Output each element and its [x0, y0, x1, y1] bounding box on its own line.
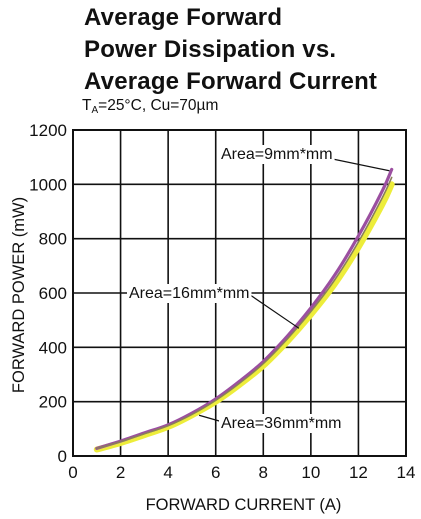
annotation-label-background: [127, 284, 252, 303]
x-tick-label: 2: [116, 463, 125, 482]
x-tick-label: 14: [397, 463, 416, 482]
x-tick-label: 4: [163, 463, 172, 482]
x-tick-label: 6: [211, 463, 220, 482]
annotation-label: Area=16mm*mm: [129, 285, 249, 302]
annotation-leader-line: [332, 158, 390, 172]
x-axis-label: FORWARD CURRENT (A): [146, 496, 342, 514]
plot-frame: [72, 129, 407, 457]
annotation-label: Area=36mm*mm: [221, 415, 341, 432]
series-line-0: [95, 167, 394, 450]
annotation-label-background: [219, 145, 335, 164]
y-tick-label: 1000: [29, 175, 67, 194]
x-tick-label: 10: [301, 463, 320, 482]
annotation-label-background: [219, 414, 344, 433]
y-axis-label: FORWARD POWER (mW): [10, 197, 28, 393]
series-line-2: [93, 181, 395, 453]
annotation-label: Area=9mm*mm: [221, 146, 333, 163]
annotation-leader-line: [249, 294, 300, 329]
chart-title-line-3: Average Forward Current: [84, 68, 378, 95]
x-tick-label: 0: [68, 463, 77, 482]
data-series: [93, 167, 395, 453]
y-tick-label: 800: [39, 230, 67, 249]
x-tick-label: 8: [259, 463, 268, 482]
tick-labels: 0 2 4 6 8 10 12 14 0 200 400 600 800 1000 1200: [29, 121, 415, 482]
annotation-leader-line: [198, 414, 222, 423]
y-tick-label: 600: [39, 284, 67, 303]
chart-subtitle: TA=25°C, Cu=70µm: [82, 97, 218, 116]
y-tick-label: 200: [39, 393, 67, 412]
test-conditions: =25°C, Cu=70µm: [98, 97, 219, 114]
series-line-1: [96, 176, 393, 450]
temperature-symbol: T: [82, 97, 92, 114]
annotation-leaders: [198, 158, 390, 423]
temperature-subscript: A: [91, 105, 99, 116]
annotation-labels: Area=9mm*mm Area=16mm*mm Area=36mm*mm: [127, 145, 344, 433]
x-tick-label: 12: [349, 463, 368, 482]
y-tick-label: 400: [39, 338, 67, 357]
chart-title-line-1: Average Forward: [84, 4, 283, 31]
chart-title-line-2: Power Dissipation vs.: [84, 36, 337, 63]
y-tick-label: 0: [58, 447, 67, 466]
y-tick-label: 1200: [29, 121, 67, 140]
